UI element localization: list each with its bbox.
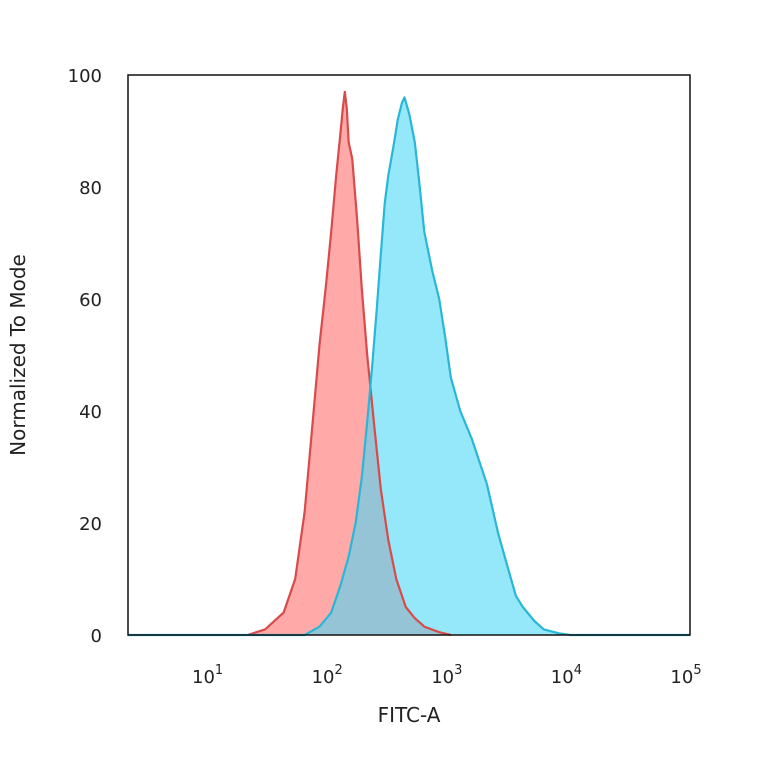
x-tick-label: 105 (670, 663, 701, 688)
series-2-fill (128, 97, 690, 635)
y-tick-label: 60 (79, 290, 102, 311)
plot-layer (128, 90, 690, 637)
y-tick-label: 40 (79, 402, 102, 423)
x-tick-label: 102 (312, 663, 343, 688)
x-axis-label: FITC-A (378, 703, 441, 727)
series-1-fill (247, 91, 451, 636)
y-tick-label: 80 (79, 178, 102, 199)
series-2-line (128, 96, 690, 637)
y-axis-label: Normalized To Mode (6, 254, 30, 456)
x-tick-label: 103 (431, 663, 462, 688)
y-tick-label: 20 (79, 514, 102, 535)
y-tick-label: 0 (91, 626, 102, 647)
plot-frame (127, 74, 691, 636)
y-tick-label: 100 (68, 66, 102, 87)
series-1-line (247, 90, 452, 637)
tick-layer: 0 20 40 60 80 100 101 102 103 104 105 (68, 66, 702, 688)
x-tick-label: 101 (192, 663, 223, 688)
x-tick-label: 104 (551, 663, 582, 688)
